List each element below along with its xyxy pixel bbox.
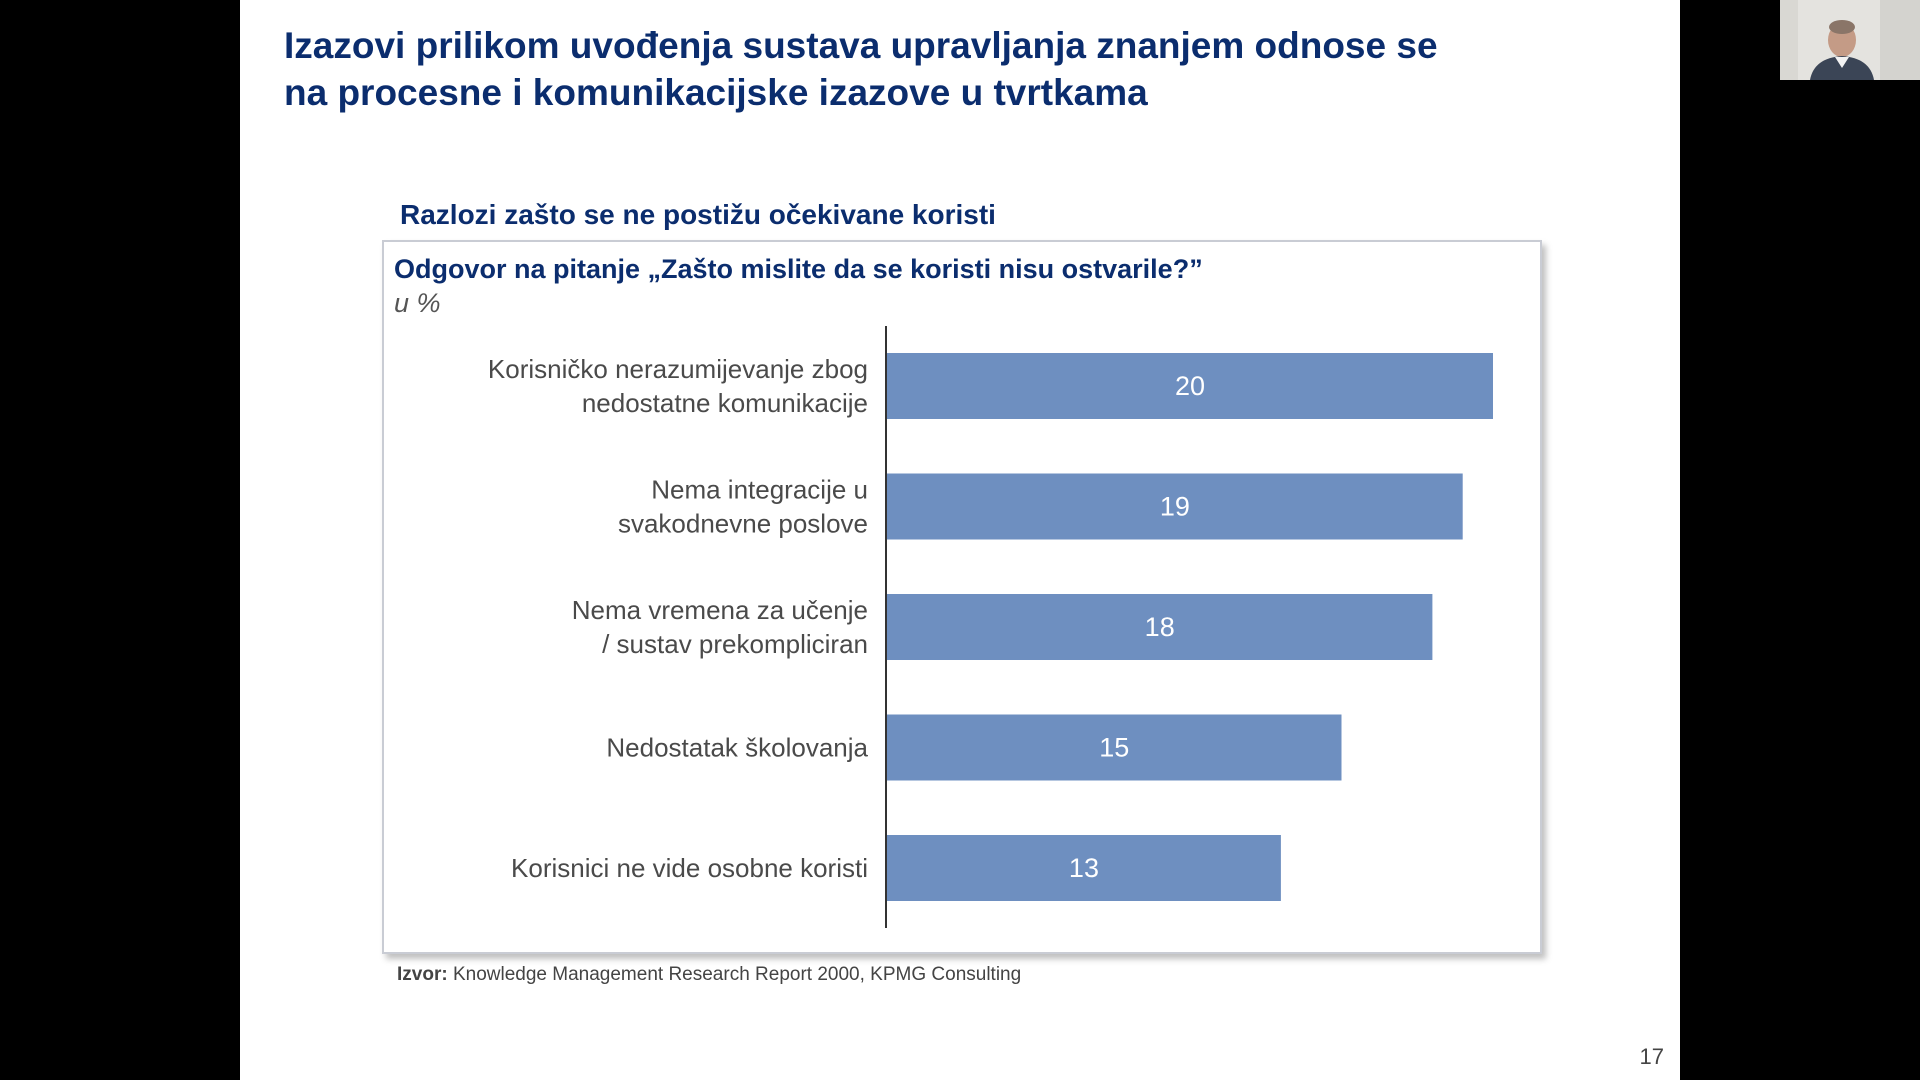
chart-unit: u %: [394, 288, 441, 318]
bar-value-label-1: 20: [1175, 371, 1205, 401]
source-text: Knowledge Management Research Report 200…: [452, 964, 1022, 985]
slide-title: Izazovi prilikom uvođenja sustava upravl…: [284, 22, 1584, 116]
chart-panel: Odgovor na pitanje „Zašto mislite da se …: [382, 240, 1542, 954]
category-label-4-line-1: Nedostatak školovanja: [606, 733, 868, 763]
bar-value-label-5: 13: [1069, 853, 1099, 883]
bar-4: [887, 714, 1342, 781]
source-label: Izvor:: [397, 964, 448, 985]
bar-chart: Odgovor na pitanje „Zašto mislite da se …: [394, 254, 1493, 928]
bar-value-label-3: 18: [1145, 612, 1175, 642]
category-label-2-line-1: Nema integracije u: [651, 475, 868, 505]
category-label-2-line-2: svakodnevne poslove: [618, 509, 868, 539]
source-note: Izvor: Knowledge Management Research Rep…: [397, 964, 1021, 986]
bars-group: 20 Korisničko nerazumijevanje zbog nedosta…: [488, 353, 1493, 901]
slide-title-line-1: Izazovi prilikom uvođenja sustava upravl…: [284, 25, 1438, 66]
category-label-3-line-2: / sustav prekompliciran: [602, 629, 868, 659]
slide-title-line-2: na procesne i komunikacijske izazove u t…: [284, 72, 1148, 113]
chart-subtitle: Razlozi zašto se ne postižu očekivane ko…: [400, 199, 996, 230]
category-label-1-line-1: Korisničko nerazumijevanje zbog: [488, 354, 868, 384]
bar-value-label-4: 15: [1099, 733, 1129, 763]
bar-2: [887, 473, 1463, 540]
bar-5: [887, 835, 1281, 901]
category-label-3-line-1: Nema vremena za učenje: [572, 595, 868, 625]
category-label-1-line-2: nedostatne komunikacije: [582, 388, 868, 418]
category-label-5-line-1: Korisnici ne vide osobne koristi: [511, 853, 868, 883]
bar-value-label-2: 19: [1160, 492, 1190, 522]
person-video-icon: [1780, 0, 1920, 80]
presentation-slide: Izazovi prilikom uvođenja sustava upravl…: [240, 0, 1680, 1080]
page-number: 17: [1639, 1044, 1664, 1069]
chart-title: Odgovor na pitanje „Zašto mislite da se …: [394, 254, 1203, 284]
webcam-thumbnail[interactable]: [1780, 0, 1920, 80]
bar-1: [887, 353, 1493, 419]
bar-3: [887, 594, 1433, 660]
